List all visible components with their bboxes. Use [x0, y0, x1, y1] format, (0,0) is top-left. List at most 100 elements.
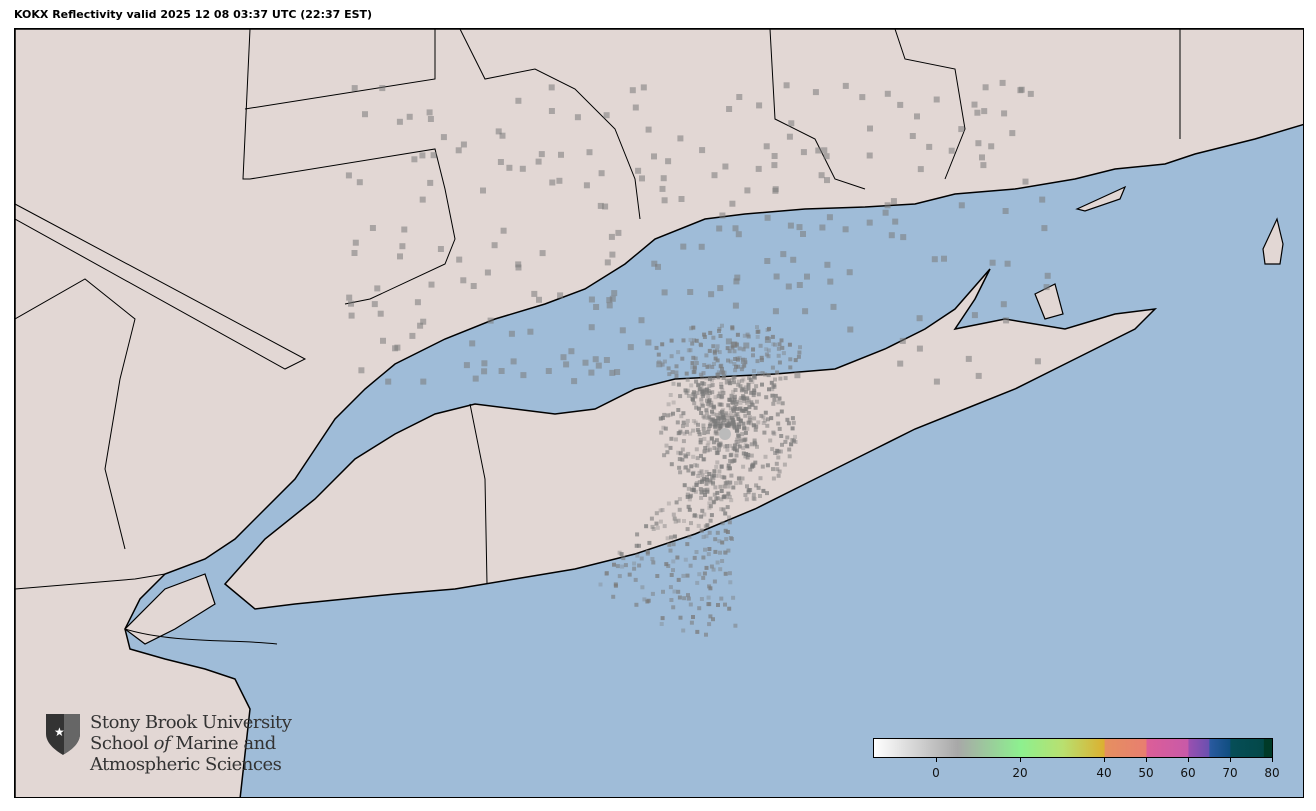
echo-pixel: [735, 442, 740, 447]
echo-pixel: [979, 154, 985, 161]
echo-pixel: [619, 327, 626, 334]
echo-pixel: [1003, 317, 1010, 324]
echo-pixel: [770, 334, 775, 339]
colorbar-tickmark: [1272, 758, 1273, 762]
echo-pixel: [734, 274, 741, 281]
echo-pixel: [664, 562, 669, 567]
echo-pixel: [718, 421, 723, 426]
logo-line-3: Atmospheric Sciences: [90, 754, 282, 775]
echo-pixel: [659, 185, 666, 192]
echo-pixel: [681, 439, 686, 444]
echo-pixel: [980, 162, 987, 169]
echo-pixel: [704, 469, 709, 474]
echo-pixel: [788, 357, 793, 362]
echo-pixel: [481, 360, 488, 367]
colorbar-tick-label: 60: [1180, 766, 1196, 780]
echo-pixel: [515, 261, 522, 268]
echo-pixel: [749, 442, 754, 447]
echo-pixel: [749, 421, 753, 426]
echo-pixel: [665, 158, 672, 165]
echo-pixel: [694, 481, 699, 485]
echo-pixel: [974, 109, 981, 116]
echo-pixel: [645, 551, 650, 556]
echo-pixel: [746, 382, 751, 387]
echo-pixel: [697, 432, 702, 437]
echo-pixel: [717, 285, 724, 292]
echo-pixel: [700, 390, 705, 394]
echo-pixel: [681, 424, 685, 429]
echo-pixel: [606, 297, 613, 304]
echo-pixel: [717, 326, 722, 331]
echo-pixel: [694, 550, 699, 554]
echo-pixel: [785, 417, 790, 422]
echo-pixel: [686, 348, 691, 353]
echo-pixel: [698, 243, 705, 250]
echo-pixel: [892, 218, 899, 225]
echo-pixel: [730, 418, 735, 423]
echo-pixel: [699, 343, 703, 348]
echo-pixel: [722, 417, 727, 422]
echo-pixel: [823, 153, 830, 160]
echo-pixel: [399, 243, 406, 250]
echo-pixel: [397, 253, 403, 260]
echo-pixel: [747, 415, 752, 420]
echo-pixel: [711, 476, 716, 480]
echo-pixel: [741, 451, 746, 456]
echo-pixel: [427, 116, 434, 122]
echo-pixel: [662, 524, 667, 529]
echo-pixel: [765, 423, 770, 428]
echo-pixel: [730, 326, 735, 331]
echo-pixel: [717, 427, 722, 432]
echo-pixel: [1043, 284, 1050, 291]
colorbar: [873, 738, 1273, 758]
echo-pixel: [756, 485, 761, 490]
echo-pixel: [661, 589, 665, 594]
echo-pixel: [715, 450, 720, 455]
echo-pixel: [707, 622, 712, 627]
echo-pixel: [698, 440, 703, 445]
echo-pixel: [818, 172, 825, 179]
echo-pixel: [705, 430, 710, 435]
echo-pixel: [734, 453, 739, 458]
echo-pixel: [718, 567, 723, 572]
echo-pixel: [717, 329, 721, 333]
echo-pixel: [773, 273, 780, 280]
echo-pixel: [669, 535, 674, 540]
radar-map[interactable]: [14, 28, 1304, 798]
echo-pixel: [728, 359, 733, 364]
echo-pixel: [694, 483, 699, 487]
echo-pixel: [771, 153, 778, 159]
echo-pixel: [703, 493, 707, 497]
echo-pixel: [650, 591, 655, 596]
echo-pixel: [697, 387, 702, 392]
echo-pixel: [778, 449, 783, 454]
echo-pixel: [971, 312, 978, 319]
echo-pixel: [676, 589, 681, 594]
echo-pixel: [705, 448, 710, 453]
echo-pixel: [741, 347, 746, 352]
echo-pixel: [583, 182, 590, 189]
echo-pixel: [796, 282, 803, 288]
echo-pixel: [676, 382, 681, 387]
echo-pixel: [740, 357, 747, 364]
echo-pixel: [419, 196, 426, 203]
echo-pixel: [720, 540, 725, 545]
echo-pixel: [743, 437, 748, 442]
echo-pixel: [695, 629, 700, 634]
echo-pixel: [766, 417, 770, 422]
echo-pixel: [704, 481, 709, 486]
echo-pixel: [764, 352, 769, 357]
echo-pixel: [704, 408, 709, 413]
echo-pixel: [741, 346, 746, 351]
echo-pixel: [568, 348, 575, 355]
echo-pixel: [712, 492, 717, 497]
staten-island: [124, 573, 216, 645]
echo-pixel: [691, 355, 696, 360]
echo-pixel: [613, 582, 618, 587]
echo-pixel: [685, 492, 690, 497]
echo-pixel: [726, 106, 733, 112]
echo-pixel: [790, 438, 795, 443]
echo-pixel: [595, 362, 602, 369]
echo-pixel: [495, 128, 502, 135]
echo-pixel: [958, 202, 965, 209]
